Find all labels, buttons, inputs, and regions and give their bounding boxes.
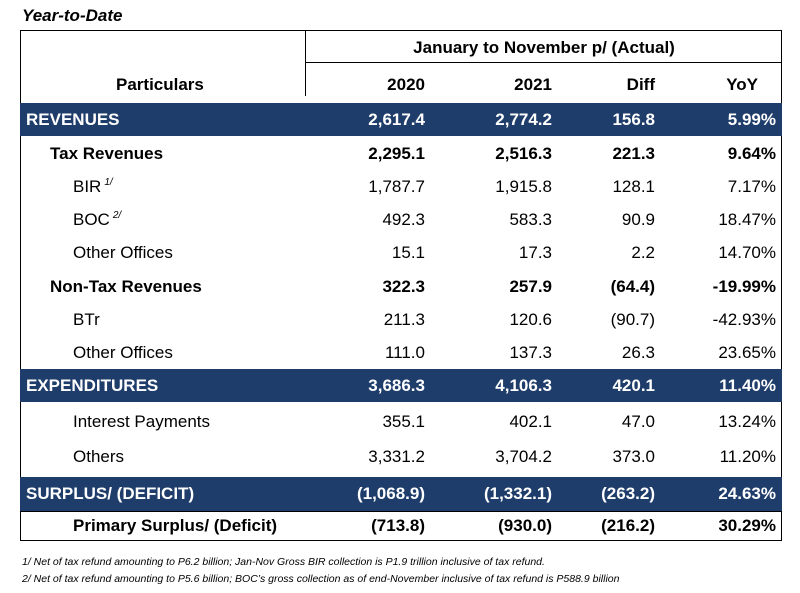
cell-2021: 120.6 [509, 309, 552, 329]
table-row-expenditures: EXPENDITURES 3,686.3 4,106.3 420.1 11.40… [20, 369, 782, 402]
cell-2021: 2,516.3 [495, 143, 552, 163]
cell-2021: 583.3 [509, 209, 552, 229]
table-row-tax-revenues: Tax Revenues 2,295.1 2,516.3 221.3 9.64% [20, 137, 782, 170]
row-label: Non-Tax Revenues [50, 276, 202, 296]
row-label: BIR 1/ [73, 177, 113, 197]
cell-2021: 4,106.3 [495, 375, 552, 395]
table-row-bir: BIR 1/ 1,787.7 1,915.8 128.1 7.17% [20, 170, 782, 203]
column-header-row: Particulars 2020 2021 Diff YoY [20, 74, 782, 96]
cell-diff: 128.1 [612, 176, 655, 196]
cell-2020: 15.1 [391, 242, 425, 262]
table-row-boc: BOC 2/ 492.3 583.3 90.9 18.47% [20, 203, 782, 236]
cell-diff: 373.0 [612, 447, 655, 466]
cell-yoy: -42.93% [712, 309, 776, 329]
table-row-revenues: REVENUES 2,617.4 2,774.2 156.8 5.99% [20, 103, 782, 136]
cell-diff: (263.2) [601, 484, 655, 503]
cell-diff: (216.2) [601, 516, 655, 535]
cell-yoy: 23.65% [718, 342, 776, 362]
header-divider [305, 30, 306, 96]
row-label: SURPLUS/ (DEFICIT) [26, 484, 195, 503]
row-label: Other Offices [73, 342, 173, 362]
table-row-surplus-deficit: SURPLUS/ (DEFICIT) (1,068.9) (1,332.1) (… [20, 477, 782, 511]
cell-diff: 420.1 [612, 375, 655, 395]
cell-yoy: 5.99% [727, 109, 776, 129]
table-row-other-offices-nontax: Other Offices 111.0 137.3 26.3 23.65% [20, 336, 782, 369]
cell-yoy: 24.63% [718, 484, 776, 503]
cell-diff: 221.3 [612, 143, 655, 163]
cell-2020: (1,068.9) [356, 484, 425, 503]
row-label: Other Offices [73, 242, 173, 262]
table-row-others: Others 3,331.2 3,704.2 373.0 11.20% [20, 440, 782, 474]
footnote-ref: 1/ [104, 176, 113, 188]
data-table [20, 30, 782, 541]
cell-2020: 3,686.3 [368, 375, 425, 395]
row-label: Primary Surplus/ (Deficit) [73, 516, 278, 535]
cell-2020: 2,617.4 [368, 109, 425, 129]
cell-2021: 257.9 [509, 276, 552, 296]
cell-2021: (930.0) [498, 516, 552, 535]
row-label-text: BOC [73, 209, 110, 229]
cell-yoy: 9.64% [727, 143, 776, 163]
table-row-interest-payments: Interest Payments 355.1 402.1 47.0 13.24… [20, 404, 782, 439]
row-label: REVENUES [26, 109, 120, 129]
footnote-ref: 2/ [112, 209, 122, 221]
cell-yoy: 14.70% [718, 242, 776, 262]
cell-yoy: 30.29% [718, 516, 776, 535]
cell-2020: 211.3 [383, 309, 425, 329]
cell-yoy: 11.40% [719, 375, 776, 395]
cell-2020: 3,331.2 [368, 447, 425, 466]
table-row-non-tax-revenues: Non-Tax Revenues 322.3 257.9 (64.4) -19.… [20, 270, 782, 303]
table-row-primary-surplus: Primary Surplus/ (Deficit) (713.8) (930.… [20, 512, 782, 540]
row-label: EXPENDITURES [26, 375, 159, 395]
cell-2021: 3,704.2 [495, 447, 552, 466]
cell-2021: 17.3 [518, 242, 552, 262]
cell-2020: 492.3 [382, 209, 425, 229]
header-2020: 2020 [387, 75, 425, 94]
cell-diff: 2.2 [631, 242, 655, 262]
cell-2021: 402.1 [509, 411, 552, 431]
footnote-2: 2/ Net of tax refund amounting to P5.6 b… [22, 573, 620, 585]
cell-diff: (90.7) [610, 309, 655, 329]
cell-diff: 47.0 [621, 411, 655, 431]
cell-yoy: 7.17% [727, 176, 776, 196]
cell-2021: 137.3 [509, 342, 552, 362]
cell-diff: 156.8 [612, 109, 655, 129]
page-title: Year-to-Date [22, 6, 123, 25]
cell-2021: (1,332.1) [483, 484, 552, 503]
cell-2020: 355.1 [382, 411, 425, 431]
period-header: January to November p/ (Actual) [413, 38, 675, 57]
header-diff: Diff [626, 75, 655, 94]
row-separator [20, 511, 782, 512]
cell-2020: (713.8) [371, 516, 425, 535]
row-label-text: BIR [73, 176, 102, 196]
row-label: Interest Payments [73, 411, 211, 431]
row-label: Tax Revenues [50, 143, 164, 163]
header-yoy: YoY [726, 75, 758, 94]
row-label: BOC 2/ [73, 210, 121, 230]
cell-2020: 322.3 [382, 276, 425, 296]
table-row-btr: BTr 211.3 120.6 (90.7) -42.93% [20, 303, 782, 336]
cell-yoy: 13.24% [718, 411, 776, 431]
row-label: BTr [73, 309, 100, 329]
table-row-other-offices-tax: Other Offices 15.1 17.3 2.2 14.70% [20, 236, 782, 269]
period-rule [306, 62, 782, 63]
cell-diff: 90.9 [621, 209, 655, 229]
cell-yoy: 18.47% [718, 209, 776, 229]
cell-yoy: 11.20% [719, 447, 776, 466]
cell-diff: 26.3 [621, 342, 655, 362]
cell-2021: 1,915.8 [495, 176, 552, 196]
footnote-1: 1/ Net of tax refund amounting to P6.2 b… [22, 556, 545, 568]
cell-2020: 111.0 [384, 342, 425, 362]
cell-2020: 1,787.7 [368, 176, 425, 196]
header-2021: 2021 [514, 75, 552, 94]
header-particulars: Particulars [116, 75, 204, 94]
cell-diff: (64.4) [610, 276, 655, 296]
row-label: Others [73, 447, 125, 466]
cell-2020: 2,295.1 [368, 143, 425, 163]
cell-yoy: -19.99% [712, 276, 776, 296]
cell-2021: 2,774.2 [495, 109, 552, 129]
